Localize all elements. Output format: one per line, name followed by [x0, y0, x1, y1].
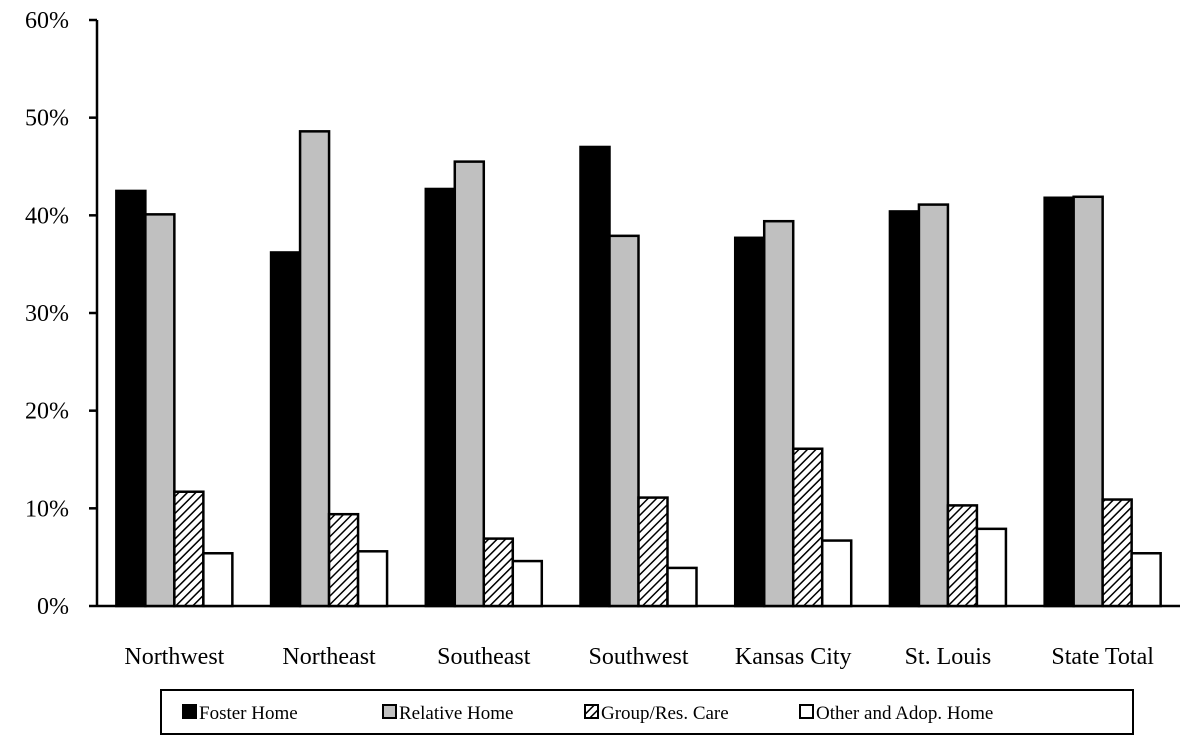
legend: Foster Home Relative Home Group/Res. Care O…	[160, 689, 1134, 735]
y-tick-label: 50%	[25, 106, 69, 132]
bar-group-res-care-2	[482, 537, 515, 608]
category-label: Northeast	[282, 644, 376, 670]
bar-relative-home-0	[144, 213, 176, 608]
bar-relative-home-2	[453, 160, 486, 608]
y-tick-label: 60%	[25, 8, 69, 34]
y-axis: 0% 10% 20% 30% 40% 50% 60%	[25, 8, 99, 620]
y-tick-label: 30%	[25, 301, 69, 327]
bar-relative-home-1	[298, 130, 331, 608]
legend-label: Group/Res. Care	[601, 703, 729, 724]
y-tick-label: 20%	[25, 399, 69, 425]
bar-other-and-adop-home-2	[511, 559, 544, 608]
category-label: St. Louis	[905, 644, 992, 670]
bar-other-and-adop-home-0	[202, 552, 234, 608]
bar-foster-home-4	[733, 236, 766, 608]
bar-group-res-care-1	[327, 512, 360, 608]
bar-other-and-adop-home-5	[975, 527, 1008, 608]
bar-other-and-adop-home-4	[820, 539, 853, 608]
legend-swatch	[182, 704, 197, 719]
legend-swatch	[799, 704, 814, 719]
bar-group-res-care-5	[946, 504, 979, 608]
category-label: Southeast	[437, 644, 531, 670]
category-label: Northwest	[124, 644, 224, 670]
y-tick-label: 0%	[37, 594, 69, 620]
bar-relative-home-3	[608, 234, 640, 608]
bar-other-and-adop-home-6	[1130, 552, 1162, 608]
bar-relative-home-4	[762, 219, 795, 608]
bar-relative-home-6	[1072, 195, 1104, 608]
bar-group-res-care-0	[173, 490, 205, 608]
legend-box	[160, 689, 1134, 735]
legend-swatch	[382, 704, 397, 719]
category-label: Southwest	[588, 644, 688, 670]
bars	[115, 130, 1162, 608]
bar-group-res-care-4	[791, 447, 824, 608]
bar-foster-home-1	[269, 251, 302, 608]
legend-label: Foster Home	[199, 703, 298, 724]
legend-label: Relative Home	[399, 703, 514, 724]
bar-foster-home-5	[888, 210, 921, 608]
category-label: State Total	[1051, 644, 1154, 670]
bar-foster-home-2	[424, 187, 457, 608]
category-labels: Northwest Northeast Southeast Southwest Kans…	[124, 644, 1154, 670]
legend-label: Other and Adop. Home	[816, 703, 993, 724]
bar-other-and-adop-home-1	[356, 550, 389, 608]
bar-relative-home-5	[917, 203, 950, 608]
bar-group-res-care-3	[637, 496, 669, 608]
category-label: Kansas City	[735, 644, 852, 670]
y-tick-label: 10%	[25, 496, 69, 522]
bar-group-res-care-6	[1101, 498, 1133, 608]
y-tick-label: 40%	[25, 203, 69, 229]
legend-swatch	[584, 704, 599, 719]
bar-other-and-adop-home-3	[666, 566, 698, 608]
bar-foster-home-6	[1043, 196, 1075, 608]
bar-foster-home-0	[115, 189, 147, 608]
bar-foster-home-3	[579, 145, 611, 608]
